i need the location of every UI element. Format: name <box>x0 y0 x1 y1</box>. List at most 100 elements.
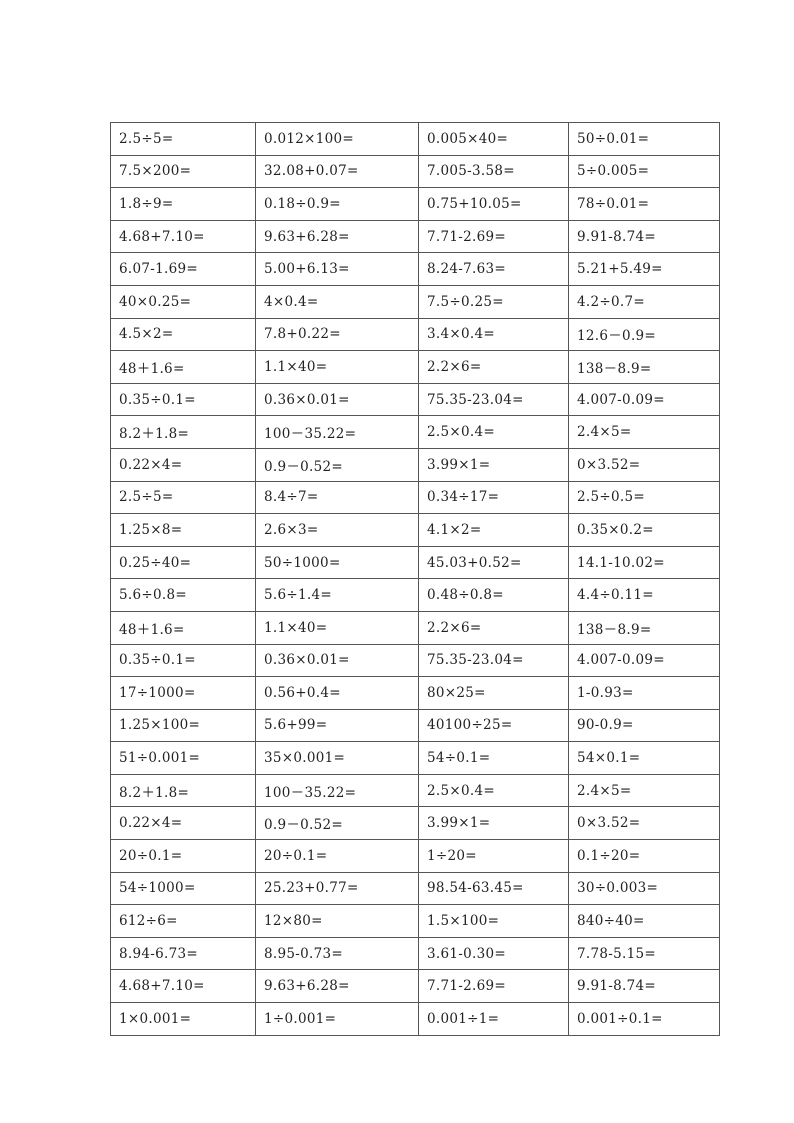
problem-cell: 4.1×2= <box>418 513 569 547</box>
problem-cell: 7.005-3.58= <box>418 154 569 189</box>
table-row: 612÷6= 12×80= 1.5×100= 840÷40= <box>110 904 720 938</box>
problem-cell: 2.4×5= <box>568 415 720 449</box>
problem-cell: 9.63+6.28= <box>255 219 419 254</box>
problem-cell: 8.4÷7= <box>255 480 419 515</box>
problem-cell: 7.78-5.15= <box>568 936 720 971</box>
problem-cell: 51÷0.001= <box>110 741 256 775</box>
table-row: 17÷1000= 0.56+0.4= 80×25= 1-0.93= <box>110 676 720 710</box>
problem-cell: 1.25×8= <box>110 513 256 547</box>
problem-cell: 138－8.9= <box>568 350 720 384</box>
problem-cell: 8.94-6.73= <box>110 936 256 971</box>
table-row: 8.2＋1.8= 100－35.22= 2.5×0.4= 2.4×5= <box>110 773 720 808</box>
problem-cell: 0.1÷20= <box>568 839 720 873</box>
table-row: 0.35÷0.1= 0.36×0.01= 75.35-23.04= 4.007-0.0… <box>110 382 720 417</box>
problem-cell: 8.24-7.63= <box>418 252 569 286</box>
problem-cell: 32.08+0.07= <box>255 154 419 189</box>
problem-cell: 0.22×4= <box>110 447 256 482</box>
problem-cell: 14.1-10.02= <box>568 545 720 580</box>
table-row: 2.5÷5= 8.4÷7= 0.34÷17= 2.5÷0.5= <box>110 480 720 515</box>
problem-cell: 0.35÷0.1= <box>110 382 256 417</box>
problem-cell: 4.2÷0.7= <box>568 284 720 319</box>
problem-cell: 25.23+0.77= <box>255 871 419 906</box>
problem-cell: 1.8÷9= <box>110 187 256 221</box>
problem-cell: 9.91-8.74= <box>568 969 720 1004</box>
table-row: 7.5×200= 32.08+0.07= 7.005-3.58= 5÷0.005= <box>110 154 720 189</box>
problem-cell: 7.71-2.69= <box>418 219 569 254</box>
table-row: 51÷0.001= 35×0.001= 54÷0.1= 54×0.1= <box>110 741 720 775</box>
problem-cell: 3.4×0.4= <box>418 317 569 352</box>
problem-cell: 612÷6= <box>110 904 256 938</box>
table-row: 48＋1.6= 1.1×40= 2.2×6= 138－8.9= <box>110 350 720 384</box>
problem-cell: 0×3.52= <box>568 806 720 841</box>
problem-cell: 5.6÷1.4= <box>255 578 419 612</box>
problem-cell: 30÷0.003= <box>568 871 720 906</box>
problem-cell: 9.91-8.74= <box>568 219 720 254</box>
table-row: 1.8÷9= 0.18÷0.9= 0.75+10.05= 78÷0.01= <box>110 187 720 221</box>
problem-cell: 35×0.001= <box>255 741 419 775</box>
problem-cell: 4.007-0.09= <box>568 643 720 678</box>
table-row: 1.25×8= 2.6×3= 4.1×2= 0.35×0.2= <box>110 513 720 547</box>
problem-cell: 2.2×6= <box>418 350 569 384</box>
table-row: 20÷0.1= 20÷0.1= 1÷20= 0.1÷20= <box>110 839 720 873</box>
problem-cell: 1.1×40= <box>255 610 419 645</box>
problem-cell: 0.75+10.05= <box>418 187 569 221</box>
problem-cell: 0.34÷17= <box>418 480 569 515</box>
arithmetic-worksheet-table: 2.5÷5= 0.012×100= 0.005×40= 50÷0.01= 7.5×200… <box>110 122 720 1036</box>
problem-cell: 4.5×2= <box>110 317 256 352</box>
problem-cell: 100－35.22= <box>255 773 419 808</box>
problem-cell: 9.63+6.28= <box>255 969 419 1004</box>
problem-cell: 7.8+0.22= <box>255 317 419 352</box>
problem-cell: 5.21+5.49= <box>568 252 720 286</box>
table-row: 4.68+7.10= 9.63+6.28= 7.71-2.69= 9.91-8.74= <box>110 969 720 1004</box>
problem-cell: 20÷0.1= <box>255 839 419 873</box>
problem-cell: 6.07-1.69= <box>110 252 256 286</box>
problem-cell: 12×80= <box>255 904 419 938</box>
problem-cell: 75.35-23.04= <box>418 382 569 417</box>
problem-cell: 2.5÷0.5= <box>568 480 720 515</box>
problem-cell: 4.007-0.09= <box>568 382 720 417</box>
problem-cell: 840÷40= <box>568 904 720 938</box>
problem-cell: 50÷1000= <box>255 545 419 580</box>
problem-cell: 7.5÷0.25= <box>418 284 569 319</box>
table-row: 2.5÷5= 0.012×100= 0.005×40= 50÷0.01= <box>110 122 720 156</box>
problem-cell: 45.03+0.52= <box>418 545 569 580</box>
problem-cell: 2.5×0.4= <box>418 415 569 449</box>
problem-cell: 20÷0.1= <box>110 839 256 873</box>
problem-cell: 2.5×0.4= <box>418 773 569 808</box>
problem-cell: 0.001÷1= <box>418 1002 569 1036</box>
problem-cell: 0.25÷40= <box>110 545 256 580</box>
table-row: 1.25×100= 5.6+99= 40100÷25= 90-0.9= <box>110 708 720 743</box>
problem-cell: 1÷20= <box>418 839 569 873</box>
problem-cell: 5.6+99= <box>255 708 419 743</box>
problem-cell: 54÷1000= <box>110 871 256 906</box>
problem-cell: 100－35.22= <box>255 415 419 449</box>
table-row: 48＋1.6= 1.1×40= 2.2×6= 138－8.9= <box>110 610 720 645</box>
table-row: 6.07-1.69= 5.00+6.13= 8.24-7.63= 5.21+5.49= <box>110 252 720 286</box>
problem-cell: 40×0.25= <box>110 284 256 319</box>
table-row: 0.22×4= 0.9－0.52= 3.99×1= 0×3.52= <box>110 447 720 482</box>
problem-cell: 0.012×100= <box>255 122 419 156</box>
problem-cell: 7.71-2.69= <box>418 969 569 1004</box>
problem-cell: 8.2＋1.8= <box>110 773 256 808</box>
problem-cell: 3.61-0.30= <box>418 936 569 971</box>
problem-cell: 90-0.9= <box>568 708 720 743</box>
problem-cell: 0.36×0.01= <box>255 382 419 417</box>
problem-cell: 40100÷25= <box>418 708 569 743</box>
problem-cell: 0.9－0.52= <box>255 806 419 841</box>
problem-cell: 48＋1.6= <box>110 350 256 384</box>
problem-cell: 5.00+6.13= <box>255 252 419 286</box>
problem-cell: 0.36×0.01= <box>255 643 419 678</box>
problem-cell: 1.5×100= <box>418 904 569 938</box>
problem-cell: 8.2＋1.8= <box>110 415 256 449</box>
problem-cell: 1.1×40= <box>255 350 419 384</box>
table-row: 40×0.25= 4×0.4= 7.5÷0.25= 4.2÷0.7= <box>110 284 720 319</box>
problem-cell: 4×0.4= <box>255 284 419 319</box>
table-row: 4.68+7.10= 9.63+6.28= 7.71-2.69= 9.91-8.74= <box>110 219 720 254</box>
problem-cell: 0.18÷0.9= <box>255 187 419 221</box>
problem-cell: 0.56+0.4= <box>255 676 419 710</box>
problem-cell: 2.6×3= <box>255 513 419 547</box>
table-row: 4.5×2= 7.8+0.22= 3.4×0.4= 12.6－0.9= <box>110 317 720 352</box>
problem-cell: 48＋1.6= <box>110 610 256 645</box>
problem-cell: 5.6÷0.8= <box>110 578 256 612</box>
table-row: 0.25÷40= 50÷1000= 45.03+0.52= 14.1-10.02= <box>110 545 720 580</box>
